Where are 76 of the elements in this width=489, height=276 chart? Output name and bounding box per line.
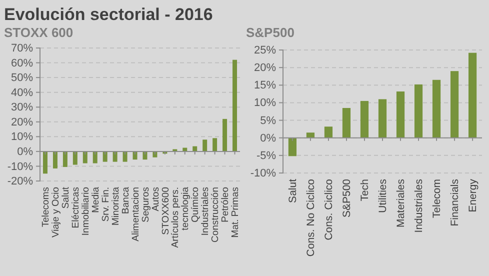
- y-tick-label: 20%: [10, 116, 34, 128]
- bar: [92, 151, 98, 164]
- bar: [378, 99, 387, 138]
- x-tick-label: Industriales: [200, 186, 212, 236]
- y-tick-label: 5%: [260, 114, 276, 127]
- bar: [202, 140, 208, 152]
- y-tick-label: 10%: [10, 131, 34, 144]
- x-tick-label: Artículos pers.: [170, 187, 182, 248]
- x-tick-label: Industriales: [413, 179, 426, 233]
- x-tick-label: Cons. Ciclico: [323, 178, 336, 240]
- y-tick-label: 10%: [254, 97, 276, 110]
- x-tick-label: Viaje y Ocio: [50, 187, 62, 238]
- y-tick-label: 70%: [10, 42, 34, 55]
- bar: [468, 52, 477, 138]
- y-tick-label: 20%: [254, 62, 276, 74]
- x-tick-label: Materiales: [395, 179, 408, 228]
- bar: [212, 138, 218, 152]
- bar: [52, 151, 58, 168]
- bar: [306, 132, 315, 138]
- x-tick-label: Cons. No Ciclico: [305, 178, 318, 257]
- x-tick-label: Media: [90, 186, 102, 213]
- bar: [414, 84, 423, 138]
- y-tick-label: -10%: [7, 160, 34, 173]
- bar: [360, 100, 369, 138]
- x-tick-label: Seguros: [140, 186, 152, 222]
- chart-title: Evolución sectorial - 2016: [4, 5, 213, 24]
- bar: [72, 151, 78, 165]
- x-tick-label: Tech: [359, 178, 372, 202]
- x-tick-label: Srv. Fin.: [100, 187, 112, 222]
- bar: [288, 138, 297, 156]
- bar: [222, 118, 228, 152]
- x-tick-label: Alimentacion: [130, 187, 142, 242]
- x-tick-label: Financials: [449, 179, 462, 226]
- x-tick-label: Eléctricas: [70, 186, 82, 228]
- bar: [450, 71, 459, 138]
- bar: [82, 151, 88, 164]
- y-tick-label: 0%: [17, 146, 34, 158]
- bar: [432, 80, 441, 138]
- y-tick-label: 30%: [10, 102, 34, 114]
- x-tick-label: tecnologia: [180, 186, 192, 230]
- x-tick-label: Telecom: [431, 178, 444, 218]
- bar: [42, 151, 48, 174]
- x-tick-label: Banca: [120, 186, 132, 214]
- x-tick-label: Telecoms: [40, 186, 52, 228]
- y-tick-label: 25%: [254, 44, 276, 57]
- x-tick-label: Petróleo: [220, 187, 232, 222]
- chart-subtitle: STOXX 600: [4, 25, 74, 40]
- x-tick-label: Salut: [287, 178, 300, 203]
- y-tick-label: -10%: [250, 168, 276, 180]
- bar: [102, 151, 108, 162]
- bar: [324, 126, 333, 138]
- y-tick-label: -5%: [256, 150, 276, 162]
- x-tick-label: Construcción: [210, 187, 222, 242]
- x-tick-label: Mat. Primas: [230, 186, 242, 238]
- bar: [122, 151, 128, 162]
- y-tick-label: 15%: [254, 80, 276, 92]
- x-tick-label: Energy: [467, 178, 480, 212]
- y-tick-label: 60%: [10, 57, 34, 70]
- y-tick-label: 40%: [10, 86, 34, 99]
- x-tick-label: Minorista: [110, 186, 122, 226]
- x-tick-label: Inmobiliario: [80, 187, 92, 236]
- bar: [396, 91, 405, 138]
- y-tick-label: 0%: [260, 132, 276, 144]
- x-tick-label: S&P500: [341, 178, 354, 218]
- y-tick-label: -20%: [7, 176, 34, 188]
- bar: [112, 151, 118, 162]
- x-tick-label: Autos: [150, 186, 162, 212]
- x-tick-label: STOXX600: [160, 187, 172, 235]
- x-tick-label: Salut: [60, 186, 72, 209]
- chart-title: S&P500: [246, 25, 294, 40]
- bar: [232, 60, 238, 152]
- bar: [342, 108, 351, 138]
- x-tick-label: Utilities: [377, 179, 390, 213]
- bar: [62, 151, 68, 167]
- y-tick-label: 50%: [10, 72, 34, 84]
- x-tick-label: Químico: [190, 187, 202, 222]
